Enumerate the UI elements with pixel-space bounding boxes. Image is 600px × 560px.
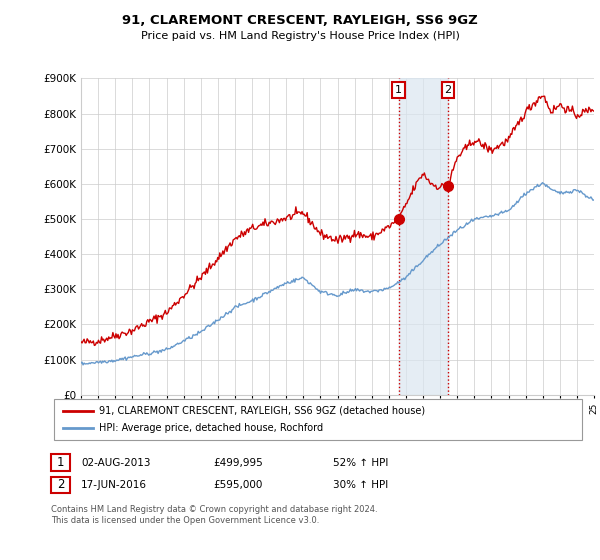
Text: 2: 2 [57,478,64,492]
Text: 52% ↑ HPI: 52% ↑ HPI [333,458,388,468]
Text: 17-JUN-2016: 17-JUN-2016 [81,480,147,490]
Text: Price paid vs. HM Land Registry's House Price Index (HPI): Price paid vs. HM Land Registry's House … [140,31,460,41]
Text: 91, CLAREMONT CRESCENT, RAYLEIGH, SS6 9GZ: 91, CLAREMONT CRESCENT, RAYLEIGH, SS6 9G… [122,14,478,27]
Text: 2: 2 [445,85,452,95]
Text: £595,000: £595,000 [213,480,262,490]
Text: Contains HM Land Registry data © Crown copyright and database right 2024.
This d: Contains HM Land Registry data © Crown c… [51,505,377,525]
Text: HPI: Average price, detached house, Rochford: HPI: Average price, detached house, Roch… [99,423,323,433]
Text: £499,995: £499,995 [213,458,263,468]
Text: 1: 1 [395,85,402,95]
Text: 1: 1 [57,456,64,469]
Text: 02-AUG-2013: 02-AUG-2013 [81,458,151,468]
Text: 91, CLAREMONT CRESCENT, RAYLEIGH, SS6 9GZ (detached house): 91, CLAREMONT CRESCENT, RAYLEIGH, SS6 9G… [99,405,425,416]
Bar [399,78,448,395]
Text: 30% ↑ HPI: 30% ↑ HPI [333,480,388,490]
